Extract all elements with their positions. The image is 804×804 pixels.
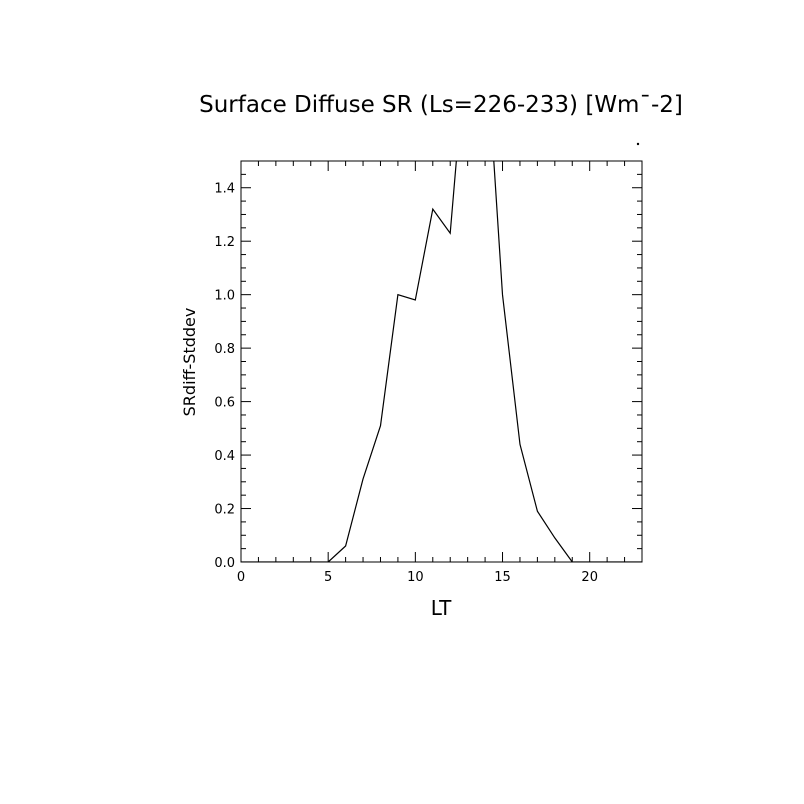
- series-group: [241, 161, 642, 562]
- y-tick-label: 1.4: [214, 182, 235, 197]
- series-line: [241, 161, 642, 562]
- x-tick-label: 10: [407, 570, 424, 585]
- y-axis-ticks: 0.0 0.2 0.4 0.6 0.8 1.0 1.2 1.4: [214, 160, 642, 571]
- x-axis-label: LT: [431, 596, 452, 620]
- chart-title: Surface Diffuse SR (Ls=226-233) [Wm¯-2]: [199, 92, 683, 118]
- corner-dot: [636, 142, 640, 146]
- y-axis-label: SRdiff-Stddev: [180, 308, 199, 417]
- y-tick-label: 0.0: [214, 556, 235, 571]
- y-tick-label: 0.8: [214, 342, 235, 357]
- plot-frame: [240, 160, 643, 563]
- x-axis-ticks: 0 5 10 15 20: [237, 161, 643, 585]
- y-tick-label: 0.4: [214, 449, 235, 464]
- y-tick-label: 0.6: [214, 396, 235, 411]
- x-tick-label: 0: [237, 570, 245, 585]
- y-tick-label: 0.2: [214, 503, 235, 518]
- x-tick-label: 15: [494, 570, 511, 585]
- y-tick-label: 1.0: [214, 289, 235, 304]
- x-tick-label: 20: [581, 570, 598, 585]
- y-tick-label: 1.2: [214, 235, 235, 250]
- x-tick-label: 5: [324, 570, 332, 585]
